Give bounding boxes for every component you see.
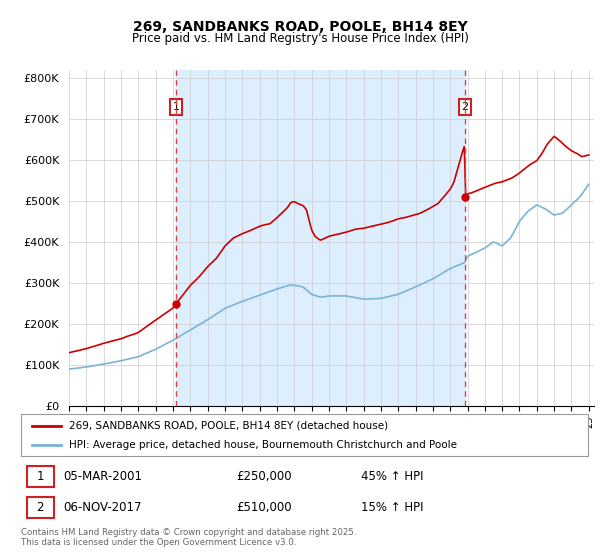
FancyBboxPatch shape <box>21 414 588 456</box>
Text: 15% ↑ HPI: 15% ↑ HPI <box>361 501 424 514</box>
Text: HPI: Average price, detached house, Bournemouth Christchurch and Poole: HPI: Average price, detached house, Bour… <box>69 440 457 450</box>
Text: 269, SANDBANKS ROAD, POOLE, BH14 8EY: 269, SANDBANKS ROAD, POOLE, BH14 8EY <box>133 20 467 34</box>
Text: Price paid vs. HM Land Registry's House Price Index (HPI): Price paid vs. HM Land Registry's House … <box>131 32 469 45</box>
Bar <box>176 70 465 406</box>
Text: Contains HM Land Registry data © Crown copyright and database right 2025.
This d: Contains HM Land Registry data © Crown c… <box>21 528 356 547</box>
Text: £250,000: £250,000 <box>236 470 292 483</box>
Text: £510,000: £510,000 <box>236 501 292 514</box>
Text: 1: 1 <box>172 102 179 112</box>
FancyBboxPatch shape <box>26 466 54 487</box>
Text: 45% ↑ HPI: 45% ↑ HPI <box>361 470 424 483</box>
Text: 2: 2 <box>461 102 469 112</box>
Text: 1: 1 <box>37 470 44 483</box>
FancyBboxPatch shape <box>26 497 54 518</box>
Text: 269, SANDBANKS ROAD, POOLE, BH14 8EY (detached house): 269, SANDBANKS ROAD, POOLE, BH14 8EY (de… <box>69 421 388 431</box>
Text: 06-NOV-2017: 06-NOV-2017 <box>64 501 142 514</box>
Text: 2: 2 <box>37 501 44 514</box>
Text: 05-MAR-2001: 05-MAR-2001 <box>64 470 143 483</box>
